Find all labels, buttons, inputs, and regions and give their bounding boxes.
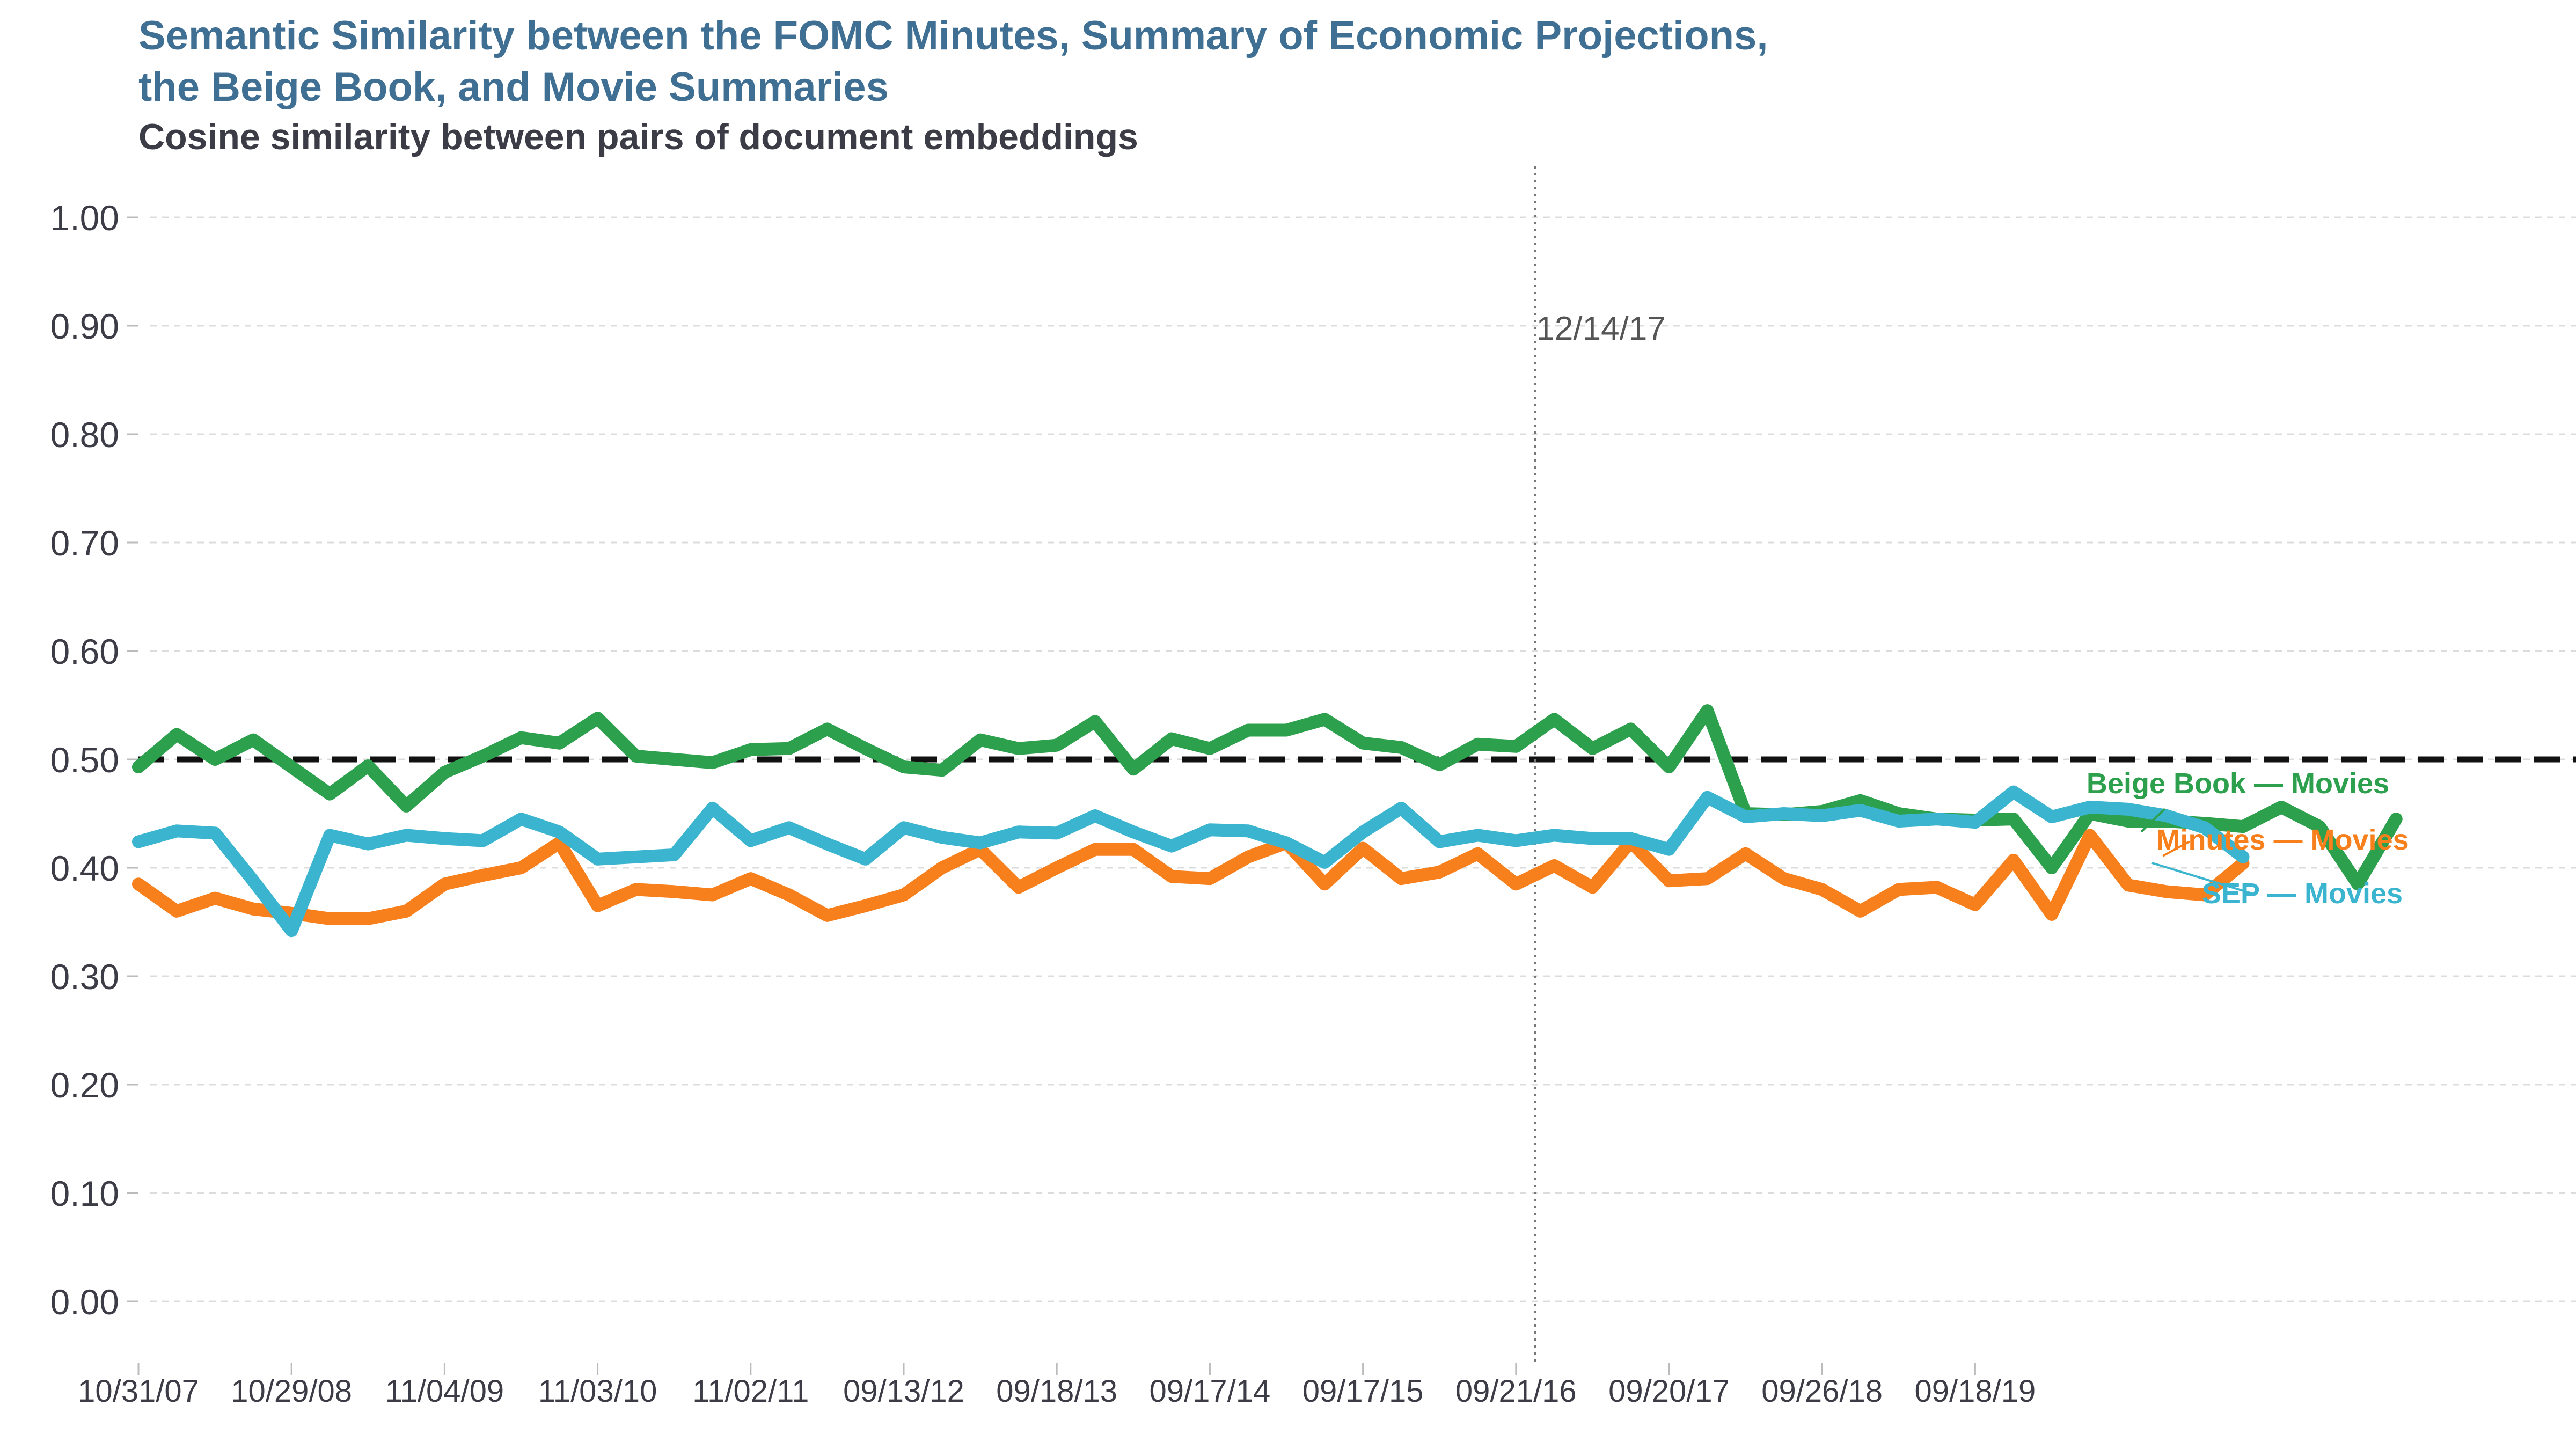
series-label-leader <box>2162 840 2190 857</box>
y-tick-label: 0.00 <box>50 1282 119 1322</box>
series-lines <box>132 704 2403 938</box>
y-tick-label: 0.10 <box>50 1174 119 1213</box>
x-tick-label: 11/03/10 <box>538 1374 657 1409</box>
series-line <box>132 829 2250 925</box>
y-tick-label: 0.70 <box>50 523 119 563</box>
x-tick-label: 09/18/19 <box>1915 1374 2036 1409</box>
series-label-leader <box>2151 862 2255 895</box>
reference-lines: 12/14/17 <box>138 166 2576 1363</box>
chart-title-line-2: the Beige Book, and Movie Summaries <box>138 64 889 110</box>
series-label: Beige Book — Movies <box>2087 767 2389 800</box>
series-label: Minutes — Movies <box>2156 824 2409 856</box>
series-labels: Beige Book — Movies Minutes — Movies SEP —… <box>2087 767 2409 910</box>
chart-title-line-1: Semantic Similarity between the FOMC Min… <box>138 13 1768 58</box>
y-tick-label: 0.40 <box>50 848 119 888</box>
y-tick-label: 0.80 <box>50 415 119 455</box>
series-line <box>132 785 2250 938</box>
x-tick-label: 09/21/16 <box>1455 1374 1577 1409</box>
y-tick-label: 0.90 <box>50 306 119 346</box>
y-tick-label: 0.50 <box>50 740 119 780</box>
x-tick-label: 09/13/12 <box>843 1374 964 1409</box>
vertical-marker-label: 12/14/17 <box>1536 310 1665 347</box>
y-tick-label: 1.00 <box>50 198 119 238</box>
chart-subtitle: Cosine similarity between pairs of docum… <box>138 116 1138 157</box>
x-tick-label: 11/04/09 <box>385 1374 504 1409</box>
x-tick-label: 11/02/11 <box>692 1374 809 1409</box>
y-tick-label: 0.30 <box>50 957 119 997</box>
x-tick-label: 09/17/14 <box>1150 1374 1271 1409</box>
y-tick-label: 0.60 <box>50 632 119 671</box>
x-tick-label: 10/29/08 <box>231 1374 352 1409</box>
x-tick-label: 09/20/17 <box>1608 1374 1730 1409</box>
axes: 0.00 0.10 0.20 0.30 0.40 0.50 0.60 0.70 0.80 0.90… <box>50 198 2036 1409</box>
y-tick-label: 0.20 <box>50 1065 119 1105</box>
x-tick-label: 09/26/18 <box>1761 1374 1883 1409</box>
series-line <box>132 704 2403 891</box>
x-tick-label: 10/31/07 <box>78 1374 199 1409</box>
x-tick-label: 09/18/13 <box>996 1374 1117 1409</box>
x-tick-label: 09/17/15 <box>1302 1374 1424 1409</box>
series-label-leader <box>2140 808 2166 833</box>
series-label: SEP — Movies <box>2202 877 2403 910</box>
